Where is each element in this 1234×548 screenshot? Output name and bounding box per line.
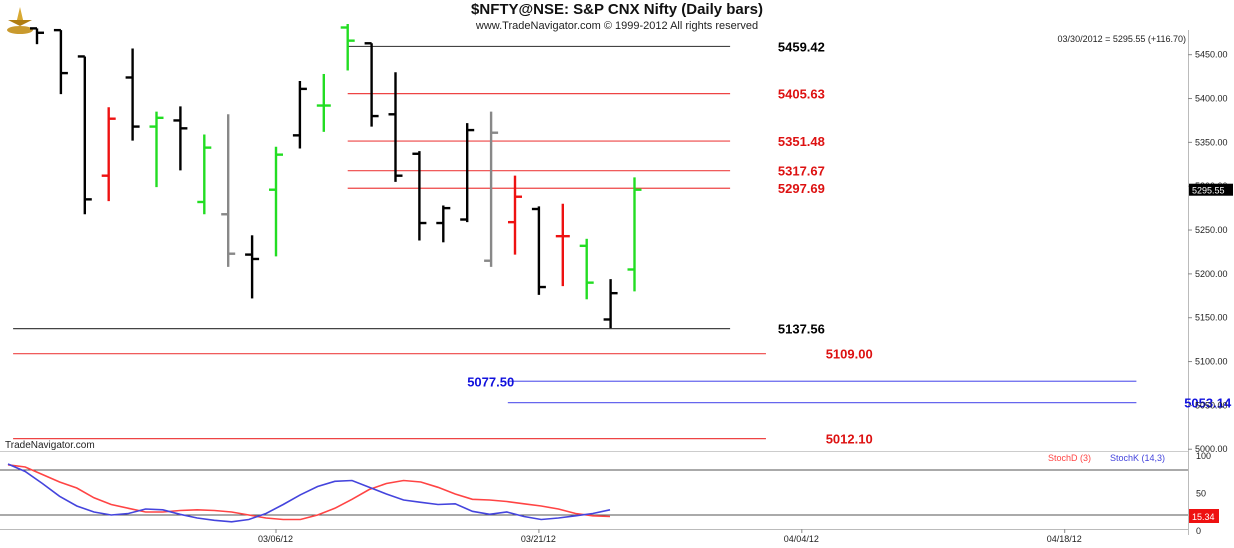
stoch-series-line bbox=[7, 463, 611, 523]
price-axis-layer: 5450.005400.005350.005300.005250.005200.… bbox=[1188, 50, 1233, 454]
price-bar bbox=[508, 175, 522, 255]
price-tick-label: 5050.00 bbox=[1195, 400, 1228, 410]
price-bar bbox=[221, 114, 236, 267]
price-bar bbox=[340, 24, 355, 71]
date-tick-label: 03/21/12 bbox=[521, 534, 556, 544]
stoch-legend-label: StochK (14,3) bbox=[1110, 453, 1165, 463]
price-bar bbox=[531, 206, 546, 295]
stoch-last-label: 15.34 bbox=[1192, 512, 1215, 522]
x-axis-baseline bbox=[0, 529, 1188, 530]
price-tick-label: 5150.00 bbox=[1195, 313, 1228, 323]
price-tick-label: 5250.00 bbox=[1195, 225, 1228, 235]
level-label: 5109.00 bbox=[826, 347, 873, 362]
price-bar bbox=[292, 80, 307, 149]
price-bar bbox=[579, 238, 594, 300]
y-axis-divider bbox=[1188, 30, 1189, 535]
watermark-text: TradeNavigator.com bbox=[5, 440, 95, 451]
price-bar bbox=[101, 107, 116, 202]
price-bar bbox=[436, 205, 451, 243]
stochastics-layer: 100 50 0 StochD (3) StochK (14,3) 15.34 bbox=[0, 451, 1219, 536]
price-bar bbox=[555, 203, 570, 287]
level-label: 5077.50 bbox=[467, 374, 514, 389]
trade-navigator-logo bbox=[4, 4, 36, 36]
stoch-tick-label: 50 bbox=[1196, 489, 1206, 499]
level-label: 5317.67 bbox=[778, 164, 825, 179]
level-label: 5053.14 bbox=[1184, 396, 1232, 411]
price-bars-layer bbox=[30, 24, 642, 329]
level-label: 5459.42 bbox=[778, 39, 825, 54]
price-bar bbox=[125, 48, 140, 141]
stoch-last-marker bbox=[1189, 509, 1219, 523]
level-label: 5012.10 bbox=[826, 432, 873, 447]
price-bar bbox=[603, 279, 618, 329]
price-bar bbox=[53, 28, 68, 95]
price-bar bbox=[316, 73, 331, 132]
price-tick-label: 5400.00 bbox=[1195, 94, 1228, 104]
level-label: 5351.48 bbox=[778, 134, 825, 149]
price-bar bbox=[149, 111, 164, 188]
last-price-label: 5295.55 bbox=[1192, 186, 1225, 196]
stoch-series-line bbox=[7, 464, 611, 521]
stoch-legend-label: StochD (3) bbox=[1048, 453, 1091, 463]
price-bar bbox=[77, 55, 92, 215]
price-bar bbox=[269, 146, 283, 257]
price-bar bbox=[412, 151, 427, 241]
level-label: 5137.56 bbox=[778, 322, 825, 337]
date-axis-layer: 03/06/12 03/21/12 04/04/12 04/18/12 bbox=[258, 529, 1082, 544]
panel-separator bbox=[0, 451, 1188, 452]
level-label: 5405.63 bbox=[778, 87, 825, 102]
price-tick-label: 5350.00 bbox=[1195, 137, 1228, 147]
stoch-tick-label: 0 bbox=[1196, 526, 1201, 536]
date-tick-label: 04/18/12 bbox=[1047, 534, 1082, 544]
price-tick-label: 5450.00 bbox=[1195, 50, 1228, 60]
date-tick-label: 04/04/12 bbox=[784, 534, 819, 544]
last-price-info: 03/30/2012 = 5295.55 (+116.70) bbox=[1057, 34, 1186, 44]
level-label: 5297.69 bbox=[778, 181, 825, 196]
price-bar bbox=[245, 235, 260, 299]
price-bar bbox=[627, 177, 642, 292]
price-tick-label: 5000.00 bbox=[1195, 444, 1228, 454]
price-bar bbox=[197, 134, 212, 215]
price-bar bbox=[173, 106, 188, 171]
level-lines-layer: 5459.42 5405.63 5351.48 5317.67 5297.69 5137.… bbox=[13, 39, 1232, 447]
price-bar bbox=[388, 72, 403, 182]
stoch-tick-label: 100 bbox=[1196, 451, 1211, 461]
price-bar bbox=[484, 111, 499, 267]
price-tick-label: 5200.00 bbox=[1195, 269, 1228, 279]
price-bar bbox=[364, 42, 379, 127]
copyright-text: www.TradeNavigator.com © 1999-2012 All r… bbox=[475, 20, 759, 32]
price-bar bbox=[460, 123, 475, 223]
date-tick-label: 03/06/12 bbox=[258, 534, 293, 544]
price-tick-label: 5100.00 bbox=[1195, 357, 1228, 367]
price-bar bbox=[30, 27, 44, 45]
last-price-marker bbox=[1189, 183, 1233, 196]
chart-title: $NFTY@NSE: S&P CNX Nifty (Daily bars) bbox=[471, 1, 763, 18]
